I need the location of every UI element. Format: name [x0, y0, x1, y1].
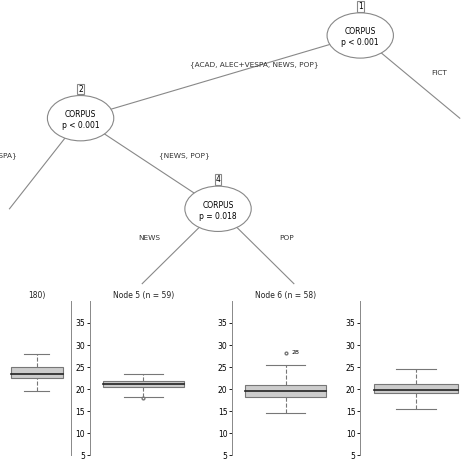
Bar	[103, 381, 184, 387]
Text: POP: POP	[279, 236, 294, 241]
Text: CORPUS
p = 0.018: CORPUS p = 0.018	[199, 201, 237, 221]
Text: CORPUS
p < 0.001: CORPUS p < 0.001	[341, 27, 379, 47]
Text: {ACAD, ALEC+VESPA, NEWS, POP}: {ACAD, ALEC+VESPA, NEWS, POP}	[190, 62, 318, 68]
Bar	[374, 384, 458, 393]
Bar	[10, 367, 63, 378]
Text: 28: 28	[292, 350, 300, 356]
Title: Node 6 (n = 58): Node 6 (n = 58)	[255, 291, 316, 300]
Text: {CAD, ALEC+VESPA}: {CAD, ALEC+VESPA}	[0, 152, 17, 159]
Title: 180): 180)	[28, 291, 46, 300]
Text: {NEWS, POP}: {NEWS, POP}	[159, 152, 210, 159]
Ellipse shape	[327, 13, 393, 58]
Text: 2: 2	[78, 84, 83, 93]
Title: Node 5 (n = 59): Node 5 (n = 59)	[113, 291, 174, 300]
Text: CORPUS
p < 0.001: CORPUS p < 0.001	[62, 110, 100, 130]
Text: NEWS: NEWS	[138, 236, 160, 241]
Ellipse shape	[185, 186, 251, 231]
Bar	[245, 384, 326, 397]
Text: FICT: FICT	[431, 70, 447, 76]
Ellipse shape	[47, 96, 114, 141]
Text: 1: 1	[358, 2, 363, 11]
Text: 4: 4	[216, 175, 220, 184]
